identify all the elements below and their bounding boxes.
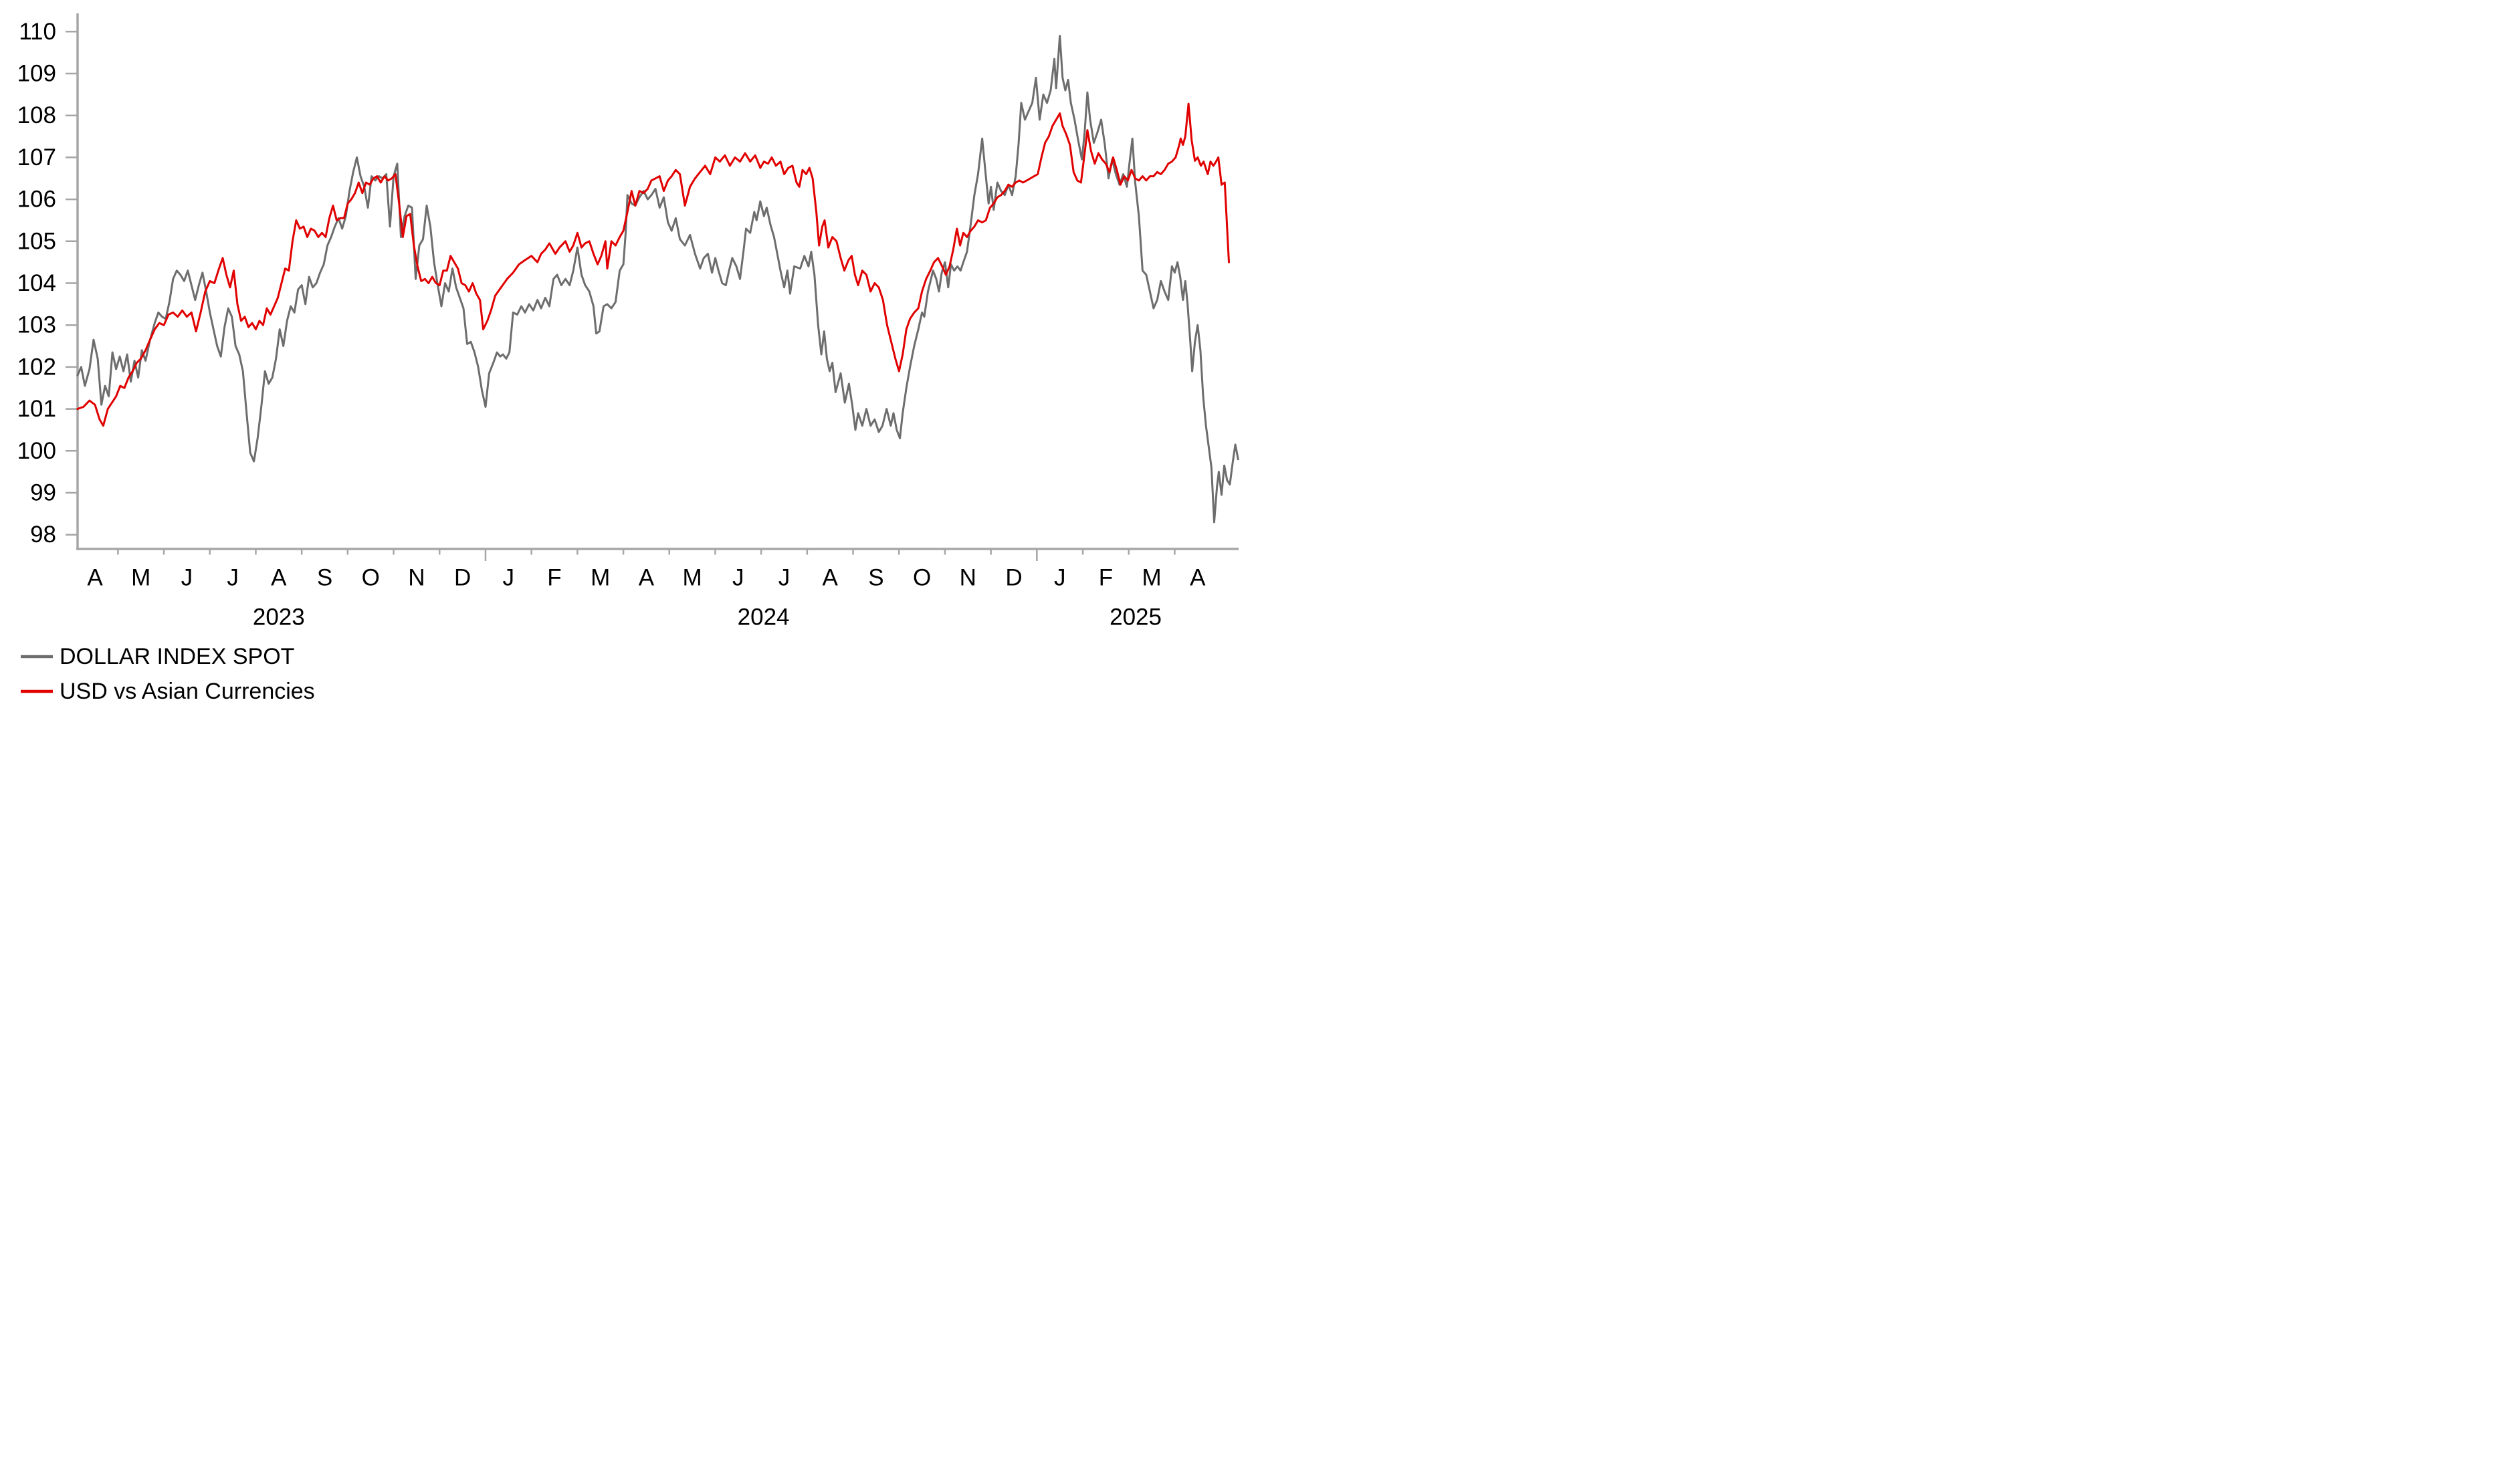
y-tick-label: 101 (17, 396, 56, 422)
legend-label-usd-vs-asian-currencies: USD vs Asian Currencies (60, 679, 315, 704)
month-label: S (868, 565, 883, 591)
month-label: M (591, 565, 610, 591)
legend-label-dollar-index-spot: DOLLAR INDEX SPOT (60, 644, 294, 669)
y-axis-ticks (66, 31, 78, 536)
y-tick-label: 105 (17, 228, 56, 254)
month-label: J (227, 565, 239, 591)
y-tick-label: 107 (17, 144, 56, 171)
y-axis-labels: 110 109 108 107 106 105 104 103 102 101 100 99 98 (17, 19, 56, 548)
year-label: 2024 (738, 604, 790, 631)
y-tick-label: 103 (17, 312, 56, 338)
month-label: A (823, 565, 839, 591)
month-label: A (271, 565, 287, 591)
month-label: J (1054, 565, 1066, 591)
series-line-usd-vs-asian-currencies (76, 102, 1230, 427)
year-label: 2025 (1110, 604, 1162, 631)
month-label: J (778, 565, 791, 591)
month-label: J (181, 565, 193, 591)
month-label: M (683, 565, 702, 591)
y-tick-label: 99 (30, 480, 56, 506)
month-label: M (1142, 565, 1162, 591)
month-label: O (913, 565, 931, 591)
month-label: F (1099, 565, 1113, 591)
month-label: D (454, 565, 471, 591)
month-label: A (87, 565, 103, 591)
year-label: 2023 (253, 604, 305, 631)
month-label: S (317, 565, 332, 591)
x-axis-ticks (117, 550, 1176, 561)
month-label: N (408, 565, 425, 591)
month-label: D (1005, 565, 1022, 591)
month-label: O (362, 565, 380, 591)
legend: DOLLAR INDEX SPOT USD vs Asian Currencie… (21, 644, 315, 704)
chart-canvas: A M J J A S O N D J F M A M J J A S O N D J F M A 110 109 108 107 10… (17, 13, 1239, 704)
year-labels: 2023 2024 2025 (253, 604, 1162, 631)
month-label: A (1190, 565, 1206, 591)
month-label: M (131, 565, 150, 591)
month-label: J (732, 565, 744, 591)
y-tick-label: 104 (17, 270, 56, 296)
month-label: F (547, 565, 561, 591)
y-tick-label: 100 (17, 438, 56, 464)
chart-figure: A M J J A S O N D J F M A M J J A S O N D J F M A 110 109 108 107 10… (0, 0, 1260, 735)
month-label: A (639, 565, 655, 591)
y-tick-label: 106 (17, 187, 56, 213)
y-tick-label: 108 (17, 102, 56, 128)
series-line-dollar-index-spot (76, 35, 1239, 524)
month-label: J (503, 565, 515, 591)
series-lines (76, 35, 1239, 524)
y-tick-label: 109 (17, 61, 56, 87)
y-tick-label: 98 (30, 522, 56, 548)
month-label: N (960, 565, 976, 591)
y-tick-label: 110 (19, 19, 56, 45)
y-tick-label: 102 (17, 354, 56, 380)
